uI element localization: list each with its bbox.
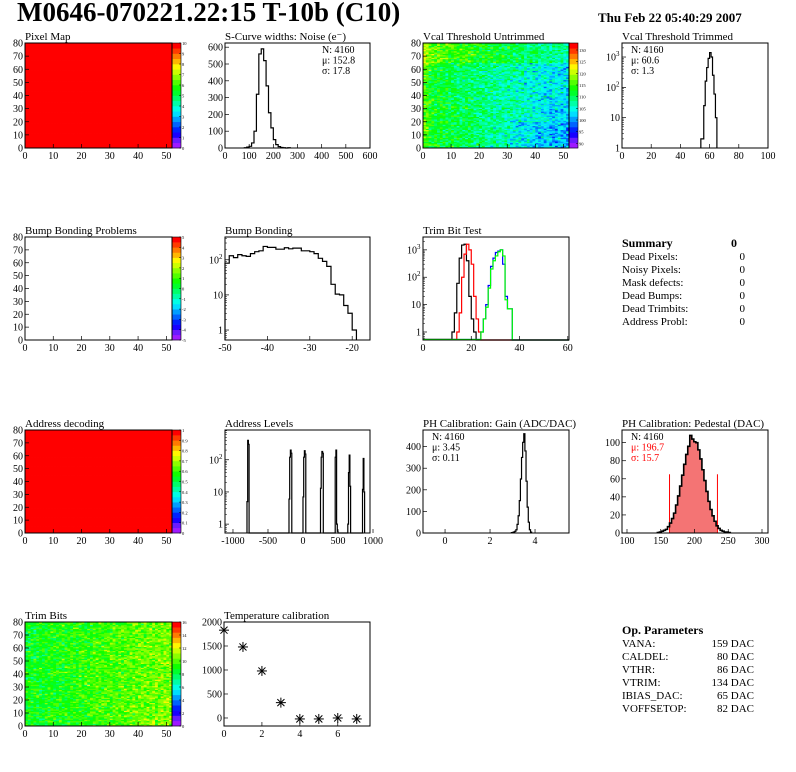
stats-line: σ: 17.8 xyxy=(322,66,350,77)
x-tick-label: 30 xyxy=(105,151,115,162)
y-tick-label: 0 xyxy=(218,144,223,155)
x-tick-label: 300 xyxy=(290,151,305,162)
x-tick-label: 10 xyxy=(48,151,58,162)
x-tick-label: 500 xyxy=(338,151,353,162)
y-tick-label: 10 xyxy=(13,130,23,141)
y-tick-label: 30 xyxy=(13,104,23,115)
x-tick-label: 100 xyxy=(242,151,257,162)
y-tick-label: 70 xyxy=(13,52,23,63)
colorbar-band xyxy=(172,127,181,133)
x-tick-label: 40 xyxy=(133,151,143,162)
colorbar-band xyxy=(172,64,181,70)
colorbar-band xyxy=(172,122,181,128)
colorbar-tick-label: 5 xyxy=(182,94,185,99)
colorbar-tick-label: 1 xyxy=(182,136,184,141)
colorbar-band xyxy=(172,96,181,102)
colorbar-band xyxy=(172,106,181,112)
colorbar-band xyxy=(172,85,181,91)
stats-line: μ: 152.8 xyxy=(322,56,355,67)
colorbar-tick-label: 4 xyxy=(182,104,185,109)
x-tick-label: 50 xyxy=(161,151,171,162)
y-tick-label: 500 xyxy=(208,60,223,71)
colorbar-tick-label: 8 xyxy=(182,62,185,67)
colorbar-tick-label: 10 xyxy=(182,41,187,46)
x-tick-label: 200 xyxy=(266,151,281,162)
colorbar-band xyxy=(172,75,181,81)
y-tick-label: 20 xyxy=(13,117,23,128)
x-tick-label: 0 xyxy=(23,151,28,162)
chart-title: S-Curve widths: Noise (e⁻) xyxy=(225,31,346,43)
colorbar-tick-label: 9 xyxy=(182,52,185,57)
x-tick-label: 400 xyxy=(314,151,329,162)
stats-line: N: 4160 xyxy=(322,45,355,56)
colorbar-band xyxy=(172,43,181,49)
colorbar-band xyxy=(172,59,181,65)
colorbar-tick-label: 3 xyxy=(182,115,185,120)
colorbar-tick-label: 0 xyxy=(182,146,185,151)
x-tick-label: 600 xyxy=(363,151,378,162)
colorbar-tick-label: 7 xyxy=(182,73,185,78)
y-tick-label: 80 xyxy=(13,39,23,50)
y-tick-label: 40 xyxy=(13,91,23,102)
chart-scurve-noise: S-Curve widths: Noise (e⁻) 0 100 200 300 400 5… xyxy=(208,31,378,162)
colorbar-band xyxy=(172,90,181,96)
colorbar-band xyxy=(172,117,181,123)
colorbar-band xyxy=(172,80,181,86)
colorbar-band xyxy=(172,138,181,144)
y-tick-label: 200 xyxy=(208,110,223,121)
colorbar-band xyxy=(172,48,181,54)
colorbar-tick-label: 6 xyxy=(182,83,185,88)
colorbar-band xyxy=(172,54,181,60)
colorbar-band xyxy=(172,101,181,107)
colorbar-band xyxy=(172,69,181,75)
y-tick-label: 100 xyxy=(208,127,223,138)
y-tick-label: 60 xyxy=(13,65,23,76)
y-tick-label: 0 xyxy=(18,144,23,155)
colorbar-tick-label: 2 xyxy=(182,125,184,130)
x-tick-label: 0 xyxy=(223,151,228,162)
chart-title: Pixel Map xyxy=(25,31,71,43)
chart-title: Vcal Threshold Untrimmed xyxy=(423,31,545,43)
y-tick-label: 400 xyxy=(208,76,223,87)
colorbar-band xyxy=(172,132,181,138)
x-tick-label: 20 xyxy=(77,151,87,162)
chart-vcal-untrimmed: Vcal Threshold Untrimmed9095100105110115… xyxy=(411,31,587,162)
y-tick-label: 50 xyxy=(13,78,23,89)
y-tick-label: 300 xyxy=(208,93,223,104)
colorbar-band xyxy=(172,143,181,149)
colorbar-band xyxy=(172,111,181,117)
histogram-series xyxy=(244,49,290,148)
y-tick-label: 600 xyxy=(208,43,223,54)
